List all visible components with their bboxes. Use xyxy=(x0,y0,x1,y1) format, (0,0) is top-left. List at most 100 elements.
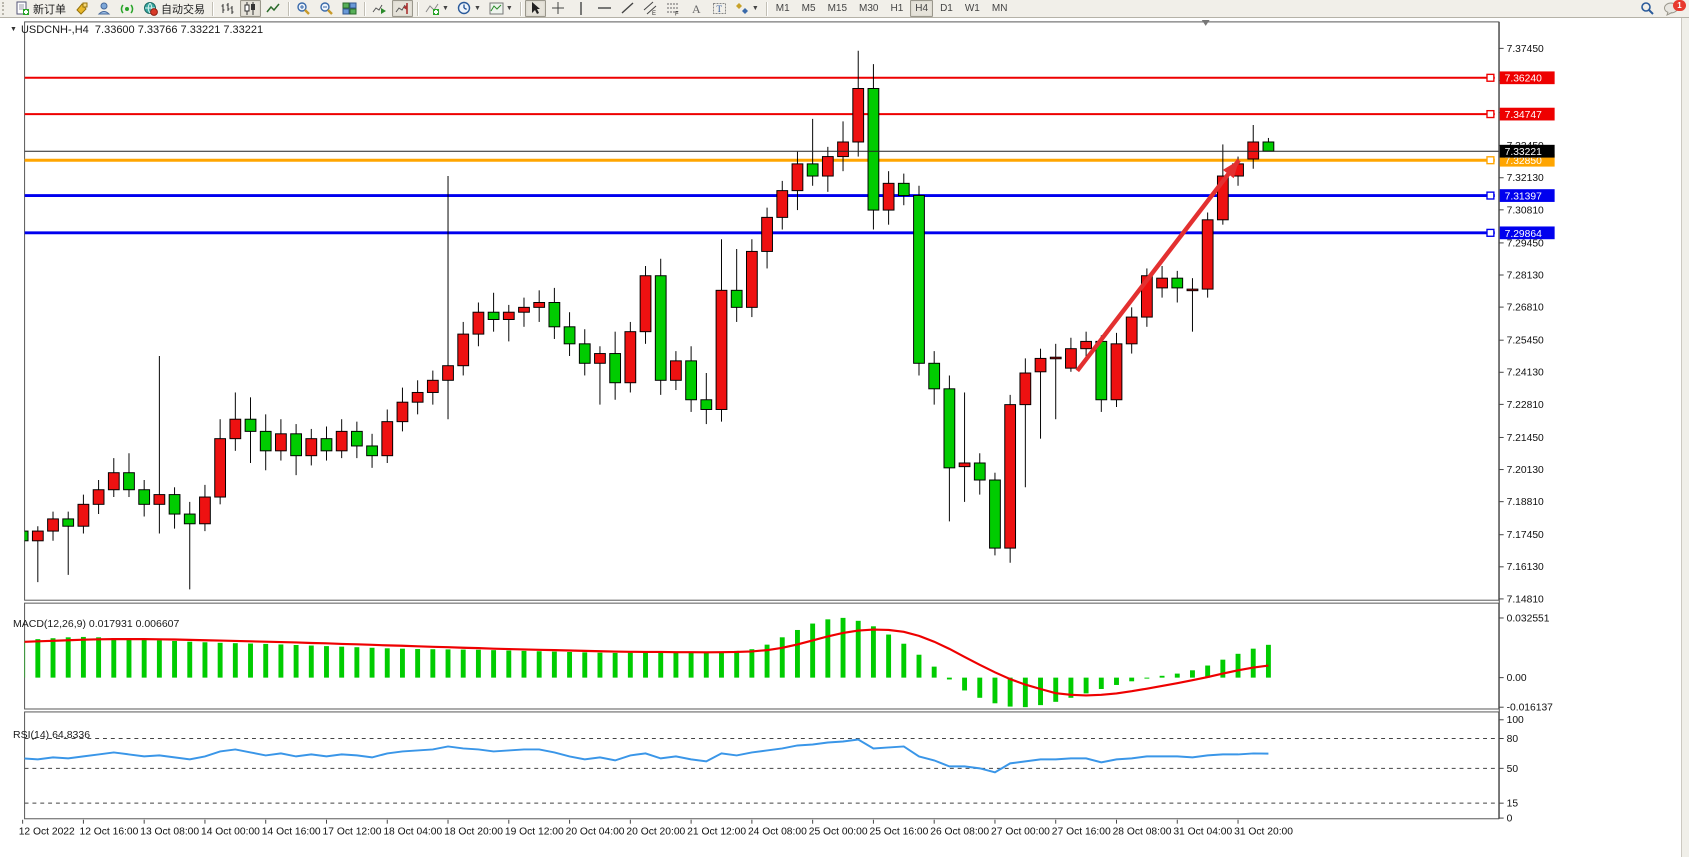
line-handle[interactable] xyxy=(1486,228,1495,237)
timeframe-button-H4[interactable]: H4 xyxy=(910,0,934,17)
candle xyxy=(1262,141,1275,152)
candle xyxy=(715,289,728,410)
trendline-button[interactable] xyxy=(617,0,638,17)
arrows-dropdown-caret[interactable]: ▼ xyxy=(751,5,759,12)
price-badge: 7.36240 xyxy=(1499,71,1555,85)
axis-tick-label: 7.32130 xyxy=(1507,173,1544,184)
chart-shift-marker-icon[interactable] xyxy=(1201,19,1210,26)
text-button[interactable]: A xyxy=(686,0,707,17)
chart-shift-button[interactable] xyxy=(392,0,413,17)
line-handle[interactable] xyxy=(1486,191,1495,200)
chart-window[interactable]: 7.374507.361307.348107.334507.321307.308… xyxy=(0,17,1689,857)
candlestick-chart-button[interactable] xyxy=(240,0,261,17)
timeframe-button-M30[interactable]: M30 xyxy=(859,3,879,14)
search-button[interactable] xyxy=(1637,0,1658,17)
toolbar-separator xyxy=(765,1,767,16)
periods-button[interactable]: ▼ xyxy=(454,0,484,17)
toolbar-separator xyxy=(519,1,521,16)
candle xyxy=(457,333,470,367)
macd-histogram-bar xyxy=(399,648,405,678)
macd-histogram-bar xyxy=(217,642,223,678)
macd-histogram-bar xyxy=(80,636,86,678)
timeframe-button-M5[interactable]: M5 xyxy=(801,3,816,14)
line-handle[interactable] xyxy=(1486,73,1495,82)
candle xyxy=(654,275,667,381)
macd-panel-border[interactable] xyxy=(24,602,1500,710)
fibonacci-button[interactable]: F xyxy=(663,0,684,17)
timeframe-button-W1[interactable]: W1 xyxy=(964,3,980,14)
horizontal-line-button[interactable] xyxy=(594,0,615,17)
cursor-icon xyxy=(528,1,543,16)
price-chart[interactable] xyxy=(17,50,1499,590)
indicators-dropdown-caret[interactable]: ▼ xyxy=(442,5,449,12)
candle xyxy=(852,87,865,143)
rsi-chart[interactable] xyxy=(23,738,1499,804)
toolbar-grip[interactable] xyxy=(2,2,8,15)
vertical-line-button[interactable] xyxy=(571,0,592,17)
candle xyxy=(1216,175,1229,221)
tile-windows-button[interactable] xyxy=(339,0,360,17)
macd-histogram-bar xyxy=(1022,677,1028,708)
bar-chart-button[interactable] xyxy=(217,0,238,17)
price-axis[interactable]: 7.374507.361307.348107.334507.321307.308… xyxy=(1498,21,1555,825)
line-handle[interactable] xyxy=(1486,109,1495,119)
macd-histogram-bar xyxy=(308,645,314,678)
candle xyxy=(882,182,895,211)
zoom-out-button[interactable] xyxy=(316,0,337,17)
candle xyxy=(700,399,713,410)
profiles-button[interactable] xyxy=(94,0,115,17)
periods-icon xyxy=(457,1,472,16)
window-scrollbar[interactable] xyxy=(1681,17,1689,857)
indicators-button[interactable]: ▼ xyxy=(422,0,452,17)
candle xyxy=(913,194,925,364)
candlestick-chart-icon xyxy=(243,1,258,16)
macd-histogram-bar xyxy=(156,640,162,678)
timeframe-button-M1[interactable]: M1 xyxy=(775,3,790,14)
new-order-button[interactable]: 新订单 xyxy=(12,0,69,17)
candle xyxy=(290,433,302,457)
macd-histogram-bar xyxy=(1129,677,1135,682)
time-tick-label: 18 Oct 04:00 xyxy=(383,826,442,837)
zoom-in-button[interactable] xyxy=(293,0,314,17)
macd-histogram-bar xyxy=(50,638,56,678)
time-tick-label: 26 Oct 08:00 xyxy=(930,826,989,837)
text-label-button[interactable]: T xyxy=(709,0,730,17)
macd-histogram-bar xyxy=(35,639,41,678)
time-tick-label: 31 Oct 04:00 xyxy=(1173,826,1232,837)
macd-histogram-bar xyxy=(627,652,633,678)
svg-text:7.36240: 7.36240 xyxy=(1505,74,1542,85)
macd-chart[interactable] xyxy=(20,617,1271,708)
crosshair-button[interactable] xyxy=(548,0,569,17)
candle xyxy=(943,388,956,469)
macd-histogram-bar xyxy=(719,651,724,678)
macd-histogram-bar xyxy=(1220,659,1226,678)
axis-tick-label: 7.20130 xyxy=(1507,465,1544,476)
periods-dropdown-caret[interactable]: ▼ xyxy=(473,5,481,12)
timeframe-button-M15[interactable]: M15 xyxy=(827,3,848,14)
arrows-button[interactable]: ▼ xyxy=(732,0,762,17)
signals-button[interactable] xyxy=(117,0,138,17)
autotrade-button[interactable]: 自动交易 xyxy=(140,0,208,17)
timeframe-button-MN[interactable]: MN xyxy=(991,3,1008,14)
candle xyxy=(1019,372,1032,406)
timeframe-button-H1[interactable]: H1 xyxy=(890,3,904,14)
news-button[interactable]: 1 xyxy=(1660,0,1686,17)
templates-button[interactable]: ▼ xyxy=(486,0,516,17)
time-tick-label: 12 Oct 2022 xyxy=(19,826,75,837)
trend-arrow[interactable] xyxy=(1075,158,1241,373)
equidistant-channel-button[interactable]: E xyxy=(640,0,661,17)
candle xyxy=(275,433,287,452)
chart-canvas[interactable]: 7.374507.361307.348107.334507.321307.308… xyxy=(0,17,1689,857)
cursor-button[interactable] xyxy=(524,0,546,17)
macd-histogram-bar xyxy=(506,650,512,678)
line-handle[interactable] xyxy=(1486,156,1495,165)
svg-text:7.29864: 7.29864 xyxy=(1505,229,1542,240)
time-axis[interactable]: 12 Oct 2022 12 Oct 16:00 13 Oct 08:00 14 Oc… xyxy=(19,819,1294,838)
svg-text:E: E xyxy=(652,11,656,16)
styles-bucket-button[interactable] xyxy=(71,0,92,17)
templates-dropdown-caret[interactable]: ▼ xyxy=(505,5,513,12)
line-chart-button[interactable] xyxy=(263,0,284,17)
collapse-arrow-icon[interactable]: ▼ xyxy=(10,26,17,33)
timeframe-button-D1[interactable]: D1 xyxy=(940,3,953,14)
auto-scroll-button[interactable] xyxy=(369,0,390,17)
